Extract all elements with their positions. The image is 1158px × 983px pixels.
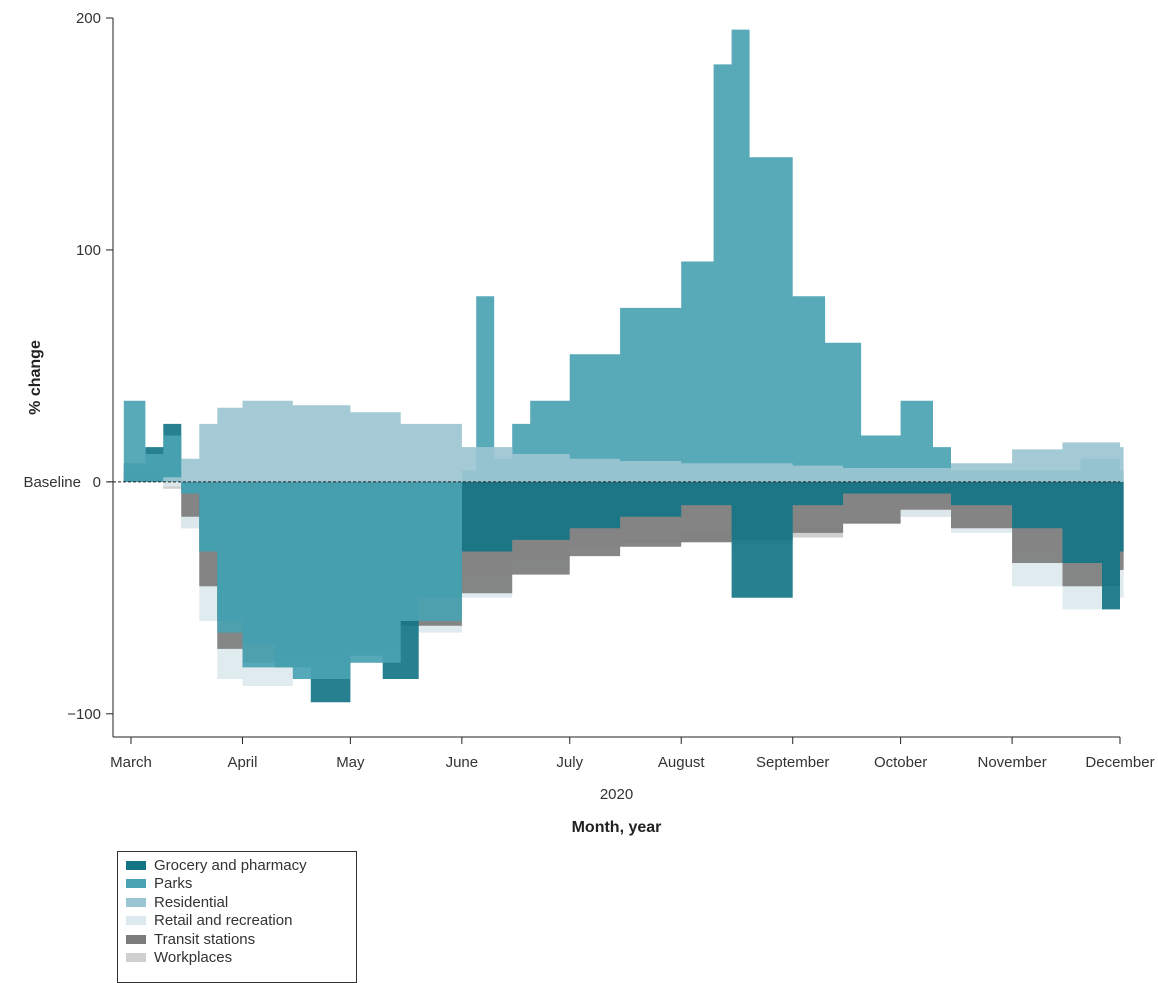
y-tick-label: −100	[67, 706, 101, 723]
x-tick-label: July	[556, 754, 583, 771]
x-tick-layer: March April May June July August September Octo…	[110, 737, 1155, 771]
y-tick-layer: 200 100 0 −100	[67, 10, 113, 723]
y-axis-title: % change	[27, 340, 44, 415]
legend-swatch	[126, 879, 146, 889]
legend-label: Parks	[154, 875, 193, 893]
x-axis-title: Month, year	[572, 819, 662, 836]
legend-item: Residential	[126, 893, 356, 912]
x-tick-label: December	[1085, 754, 1154, 771]
legend: Grocery and pharmacy Parks Residential R…	[117, 851, 357, 983]
series-residential	[123, 400, 1124, 482]
legend-label: Grocery and pharmacy	[154, 856, 307, 874]
legend-swatch	[126, 953, 146, 963]
legend-swatch	[126, 860, 146, 870]
legend-label: Workplaces	[154, 949, 233, 967]
x-tick-label: September	[756, 754, 829, 771]
x-tick-label: August	[658, 754, 706, 771]
legend-label: Retail and recreation	[154, 912, 293, 930]
x-tick-label: June	[446, 754, 479, 771]
series-layer	[123, 29, 1124, 703]
legend-item: Workplaces	[126, 949, 356, 968]
x-tick-label: November	[978, 754, 1047, 771]
legend-label: Residential	[154, 893, 229, 911]
year-label: 2020	[600, 786, 633, 803]
baseline-label: Baseline	[23, 474, 81, 491]
legend-label: Transit stations	[154, 930, 256, 948]
series-parks	[123, 29, 1124, 680]
legend-item: Grocery and pharmacy	[126, 856, 356, 875]
x-tick-label: March	[110, 754, 152, 771]
x-tick-label: April	[227, 754, 257, 771]
x-tick-label: October	[874, 754, 927, 771]
legend-item: Transit stations	[126, 930, 356, 949]
legend-swatch	[126, 897, 146, 907]
legend-swatch	[126, 934, 146, 944]
legend-item: Retail and recreation	[126, 912, 356, 931]
x-tick-label: May	[336, 754, 365, 771]
y-tick-label: 200	[76, 10, 101, 27]
y-tick-label: 100	[76, 242, 101, 259]
chart-canvas: 200 100 0 −100 March April May June July August S…	[23, 10, 1155, 836]
legend-item: Parks	[126, 875, 356, 894]
y-tick-label: 0	[93, 474, 101, 491]
legend-swatch	[126, 916, 146, 926]
